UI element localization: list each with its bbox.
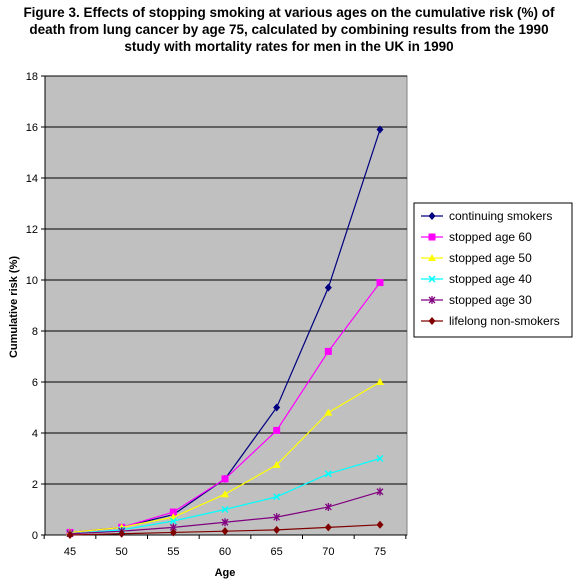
data-point [221,475,229,483]
y-tick-label: 0 [32,530,38,542]
marker-stroke [221,505,229,514]
legend-entry-stopped-age-60: stopped age 60 [421,230,532,244]
y-tick-label: 4 [32,428,38,440]
x-tick-label: 60 [219,546,231,558]
x-tick-label: 45 [64,546,76,558]
data-point [376,279,384,287]
data-point [273,403,281,412]
data-point [376,378,384,385]
data-point [169,508,177,516]
data-point [324,283,332,292]
x-tick-label: 70 [322,546,334,558]
legend: continuing smokers stopped age 60 stopped … [413,202,573,338]
chart-title-line-1: Figure 3. Effects of stopping smoking at… [23,5,555,20]
x-tick-label: 50 [116,546,128,558]
marker-stroke [169,517,177,525]
plot-area: 0 2 4 6 8 10 12 14 16 18 45 50 55 60 65 70 75 [26,71,408,558]
data-point [221,490,229,498]
legend-swatch-marker [428,212,436,220]
legend-swatch-marker [428,317,436,325]
data-point [221,505,229,514]
marker-stroke [324,470,332,478]
data-point [376,520,384,529]
y-tick-label: 18 [26,71,38,83]
y-tick-label: 10 [26,275,38,287]
y-tick-label: 6 [32,377,38,389]
marker-stroke [376,454,384,463]
legend-label: stopped age 50 [449,251,532,265]
data-point [272,460,281,468]
data-point [169,528,177,537]
y-tick-label: 8 [32,326,38,338]
legend-label: stopped age 40 [449,272,532,286]
data-point [324,470,332,478]
legend-swatch-marker [428,233,436,241]
chart-title-line-2: death from lung cancer by age 75, calcul… [29,22,549,37]
legend-box [413,202,573,338]
data-point [169,517,177,525]
y-tick-label: 12 [26,224,38,236]
series-lifelong-non-smokers [66,520,384,539]
legend-entry-lifelong-non-smokers: lifelong non-smokers [421,314,560,328]
data-point [221,527,229,536]
legend-entry-stopped-age-50: stopped age 50 [421,251,532,265]
data-point [221,518,229,527]
chart-title: Figure 3. Effects of stopping smoking at… [0,4,578,55]
y-tick-label: 2 [32,479,38,491]
legend-entry-stopped-age-40: stopped age 40 [421,272,532,286]
x-tick-label: 65 [271,546,283,558]
legend-label: lifelong non-smokers [449,314,560,328]
data-point [376,454,384,463]
marker-stroke [273,493,281,501]
data-point [273,493,281,501]
legend-entry-stopped-age-30: stopped age 30 [421,293,532,307]
x-tick-label: 55 [167,546,179,558]
x-tick-label: 75 [374,546,386,558]
y-tick-label: 16 [26,122,38,134]
data-point [376,487,384,496]
plot-background [44,75,408,536]
legend-swatch-marker [428,275,436,283]
y-axis-title: Cumulative risk (%) [8,256,20,358]
legend-swatch-marker [428,254,436,261]
data-point [66,531,74,539]
y-tick-label: 14 [26,173,38,185]
chart-title-line-3: study with mortality rates for men in th… [124,39,454,54]
x-axis-title: Age [215,567,236,579]
data-point [273,513,281,522]
data-point [273,525,281,534]
data-point [376,125,384,134]
marker-stroke [428,275,436,283]
legend-label: stopped age 30 [449,293,532,307]
legend-label: stopped age 60 [449,230,532,244]
data-point [324,408,333,416]
legend-entry-continuing-smokers: continuing smokers [421,209,552,223]
legend-swatch-marker [428,296,436,304]
data-point [324,502,332,511]
data-point [118,529,126,538]
data-point [273,426,281,434]
legend-label: continuing smokers [449,209,552,223]
data-point [324,347,332,355]
data-point [324,523,332,532]
